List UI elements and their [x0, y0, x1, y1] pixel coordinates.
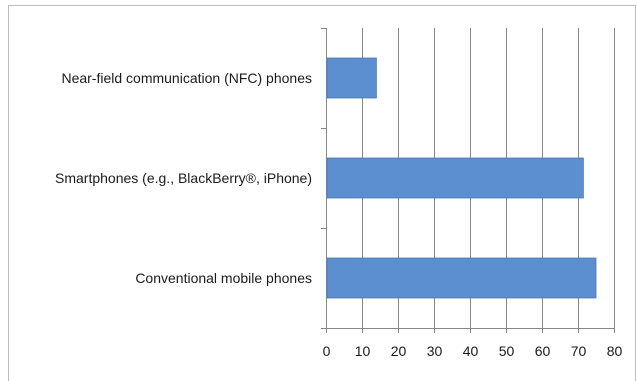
- x-tick-labels: 0 10 20 30 40 50 60 70 80: [323, 343, 623, 359]
- x-tick-label-20: 20: [391, 343, 407, 359]
- bar-0: [326, 57, 377, 99]
- bar-2: [326, 257, 597, 299]
- x-tick-label-70: 70: [571, 343, 587, 359]
- bars: [326, 57, 597, 299]
- x-tick-label-40: 40: [463, 343, 479, 359]
- axes: [321, 28, 615, 333]
- bar-1: [326, 157, 584, 199]
- category-labels: Near-field communication (NFC) phones Sma…: [55, 70, 312, 286]
- x-tick-label-80: 80: [607, 343, 623, 359]
- x-tick-label-50: 50: [499, 343, 515, 359]
- x-tick-label-10: 10: [355, 343, 371, 359]
- x-tick-label-30: 30: [427, 343, 443, 359]
- category-label-1: Smartphones (e.g., BlackBerry®, iPhone): [55, 170, 312, 186]
- x-tick-label-0: 0: [323, 343, 331, 359]
- category-label-0: Near-field communication (NFC) phones: [61, 70, 312, 86]
- x-tick-label-60: 60: [535, 343, 551, 359]
- category-label-2: Conventional mobile phones: [135, 270, 312, 286]
